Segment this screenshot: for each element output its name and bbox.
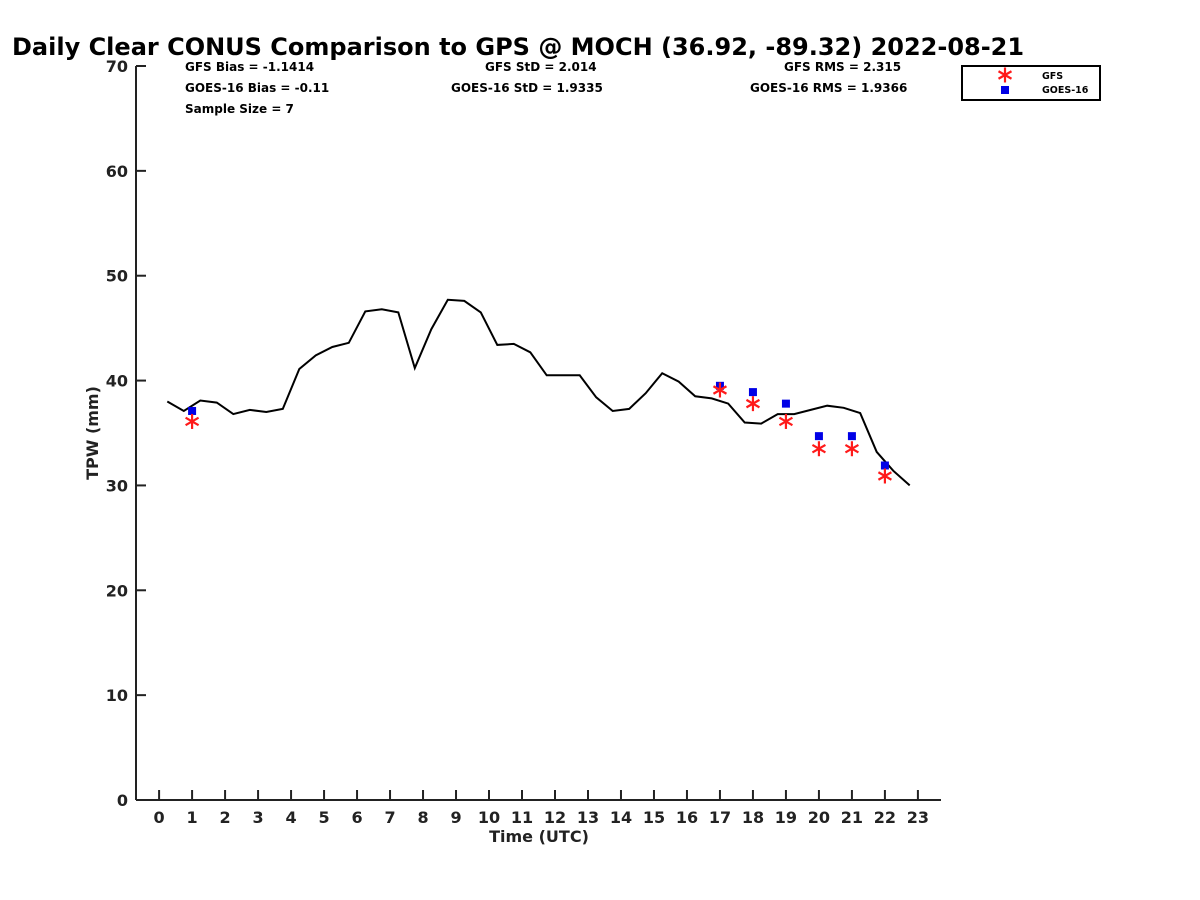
x-tick-label: 3 xyxy=(252,808,263,827)
x-tick-label: 7 xyxy=(384,808,395,827)
y-tick-label: 20 xyxy=(106,581,128,600)
stats-block: GFS Bias = -1.1414 GOES-16 Bias = -0.11 … xyxy=(185,60,907,116)
goes-bias-stat: GOES-16 Bias = -0.11 xyxy=(185,81,329,95)
chart-title: Daily Clear CONUS Comparison to GPS @ MO… xyxy=(12,33,1024,61)
goes-16-point xyxy=(880,461,889,470)
x-tick-label: 12 xyxy=(544,808,566,827)
gfs-point xyxy=(778,413,793,429)
goes-16-point xyxy=(847,432,856,441)
legend-goes-square-icon xyxy=(1001,86,1009,94)
axis-ticks: 0 1 2 3 4 5 6 7 8 9 10 11 12 13 14 15 16 17 18 19 20 21 22 2301… xyxy=(106,57,929,827)
x-tick-label: 23 xyxy=(907,808,929,827)
legend-gfs-asterisk xyxy=(997,67,1013,83)
x-tick-label: 11 xyxy=(511,808,533,827)
x-tick-label: 2 xyxy=(220,808,231,827)
goes-16-point xyxy=(814,432,823,441)
x-tick-label: 10 xyxy=(478,808,500,827)
goes-std-stat: GOES-16 StD = 1.9335 xyxy=(451,81,603,95)
x-tick-label: 5 xyxy=(318,808,329,827)
y-tick-label: 30 xyxy=(106,476,128,495)
gfs-point xyxy=(844,441,859,457)
sample-size-stat: Sample Size = 7 xyxy=(185,102,294,116)
x-tick-label: 18 xyxy=(742,808,764,827)
y-tick-label: 50 xyxy=(106,267,128,286)
gfs-point xyxy=(745,396,760,412)
gfs-point xyxy=(185,413,200,429)
x-tick-label: 20 xyxy=(808,808,830,827)
x-tick-label: 13 xyxy=(577,808,599,827)
x-tick-label: 17 xyxy=(709,808,731,827)
goes-16-point xyxy=(781,399,790,408)
legend-gfs-asterisk-icon xyxy=(997,67,1013,83)
x-tick-label: 14 xyxy=(610,808,632,827)
y-tick-label: 0 xyxy=(117,791,128,810)
x-tick-label: 15 xyxy=(643,808,665,827)
legend-box xyxy=(961,65,1101,101)
x-tick-label: 22 xyxy=(874,808,896,827)
gfs-point xyxy=(712,382,728,398)
gfs-rms-stat: GFS RMS = 2.315 xyxy=(784,60,901,74)
y-tick-label: 40 xyxy=(106,372,128,391)
plot-area xyxy=(166,298,911,487)
x-tick-label: 9 xyxy=(450,808,461,827)
x-axis-label: Time (UTC) xyxy=(489,827,589,846)
gfs-std-stat: GFS StD = 2.014 xyxy=(485,60,597,74)
gps-series-line xyxy=(166,298,911,487)
x-tick-label: 21 xyxy=(841,808,863,827)
x-tick-label: 16 xyxy=(676,808,698,827)
x-tick-label: 6 xyxy=(351,808,362,827)
axes xyxy=(135,66,941,801)
goes-16-point xyxy=(188,406,197,415)
x-tick-label: 8 xyxy=(417,808,428,827)
y-tick-label: 60 xyxy=(106,162,128,181)
x-tick-label: 4 xyxy=(285,808,296,827)
gfs-bias-stat: GFS Bias = -1.1414 xyxy=(185,60,314,74)
x-tick-label: 1 xyxy=(187,808,198,827)
legend: GFS GOES-16 xyxy=(961,65,1101,101)
goes-16-point xyxy=(748,388,757,397)
legend-goes-label: GOES-16 xyxy=(1042,85,1089,96)
y-axis-label: TPW (mm) xyxy=(83,386,102,480)
legend-gfs-label: GFS xyxy=(1042,71,1063,82)
x-tick-label: 19 xyxy=(775,808,797,827)
y-tick-label: 70 xyxy=(106,57,128,76)
goes-rms-stat: GOES-16 RMS = 1.9366 xyxy=(750,81,907,95)
y-tick-label: 10 xyxy=(106,686,128,705)
x-tick-label: 0 xyxy=(154,808,165,827)
gfs-point xyxy=(877,468,892,484)
gfs-point xyxy=(811,441,826,457)
